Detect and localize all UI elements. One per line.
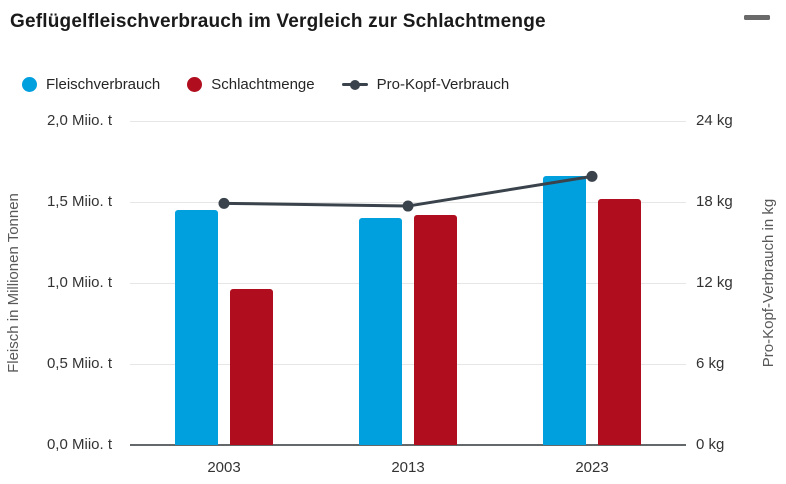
left-axis-tick-label: 1,0 Miio. t (46, 274, 112, 291)
line-marker-2023[interactable] (586, 170, 598, 182)
line-marker-2003[interactable] (218, 197, 230, 209)
chart-menu-button[interactable] (744, 15, 771, 38)
bar-schlachtmenge-2003[interactable] (230, 289, 273, 445)
legend-circle-icon (22, 77, 37, 92)
left-axis-tick-label: 0,5 Miio. t (46, 355, 112, 372)
y-gridline (130, 120, 686, 122)
right-axis-tick-label: 6 kg (696, 355, 725, 372)
bar-fleischverbrauch-2013[interactable] (359, 218, 402, 445)
right-axis-tick-label: 18 kg (696, 193, 733, 210)
x-axis-category-label: 2003 (207, 459, 241, 476)
legend-item-label: Pro-Kopf-Verbrauch (376, 76, 510, 93)
left-axis-title: Fleisch in Millionen Tonnen (5, 193, 22, 373)
chart-title: Geflügelfleischverbrauch im Vergleich zu… (10, 11, 546, 32)
legend-line-marker-icon (341, 79, 368, 90)
x-axis-category-label: 2023 (575, 459, 609, 476)
bar-schlachtmenge-2023[interactable] (598, 198, 641, 445)
legend-item-label: Schlachtmenge (211, 76, 315, 93)
legend-item-label: Fleischverbrauch (46, 76, 161, 93)
x-axis-line (130, 444, 686, 446)
right-axis-tick-label: 12 kg (696, 274, 733, 291)
legend-circle-icon (187, 77, 203, 92)
legend-item-1[interactable]: Schlachtmenge (187, 76, 315, 93)
legend-item-2[interactable]: Pro-Kopf-Verbrauch (341, 76, 510, 93)
left-axis-tick-label: 0,0 Miio. t (46, 436, 112, 453)
left-axis-tick-label: 2,0 Miio. t (46, 112, 112, 129)
bar-schlachtmenge-2013[interactable] (414, 214, 457, 445)
x-axis-category-label: 2013 (391, 459, 425, 476)
left-axis-tick-label: 1,5 Miio. t (46, 193, 112, 210)
legend: Fleischverbrauch Schlachtmenge Pro-Kopf-Ve… (22, 76, 509, 93)
bar-fleischverbrauch-2003[interactable] (175, 210, 218, 445)
right-axis-tick-label: 0 kg (696, 436, 725, 453)
legend-item-0[interactable]: Fleischverbrauch (22, 76, 160, 93)
bar-fleischverbrauch-2023[interactable] (543, 176, 586, 445)
right-axis-title: Pro-Kopf-Verbrauch in kg (760, 198, 777, 368)
y-gridline (130, 282, 686, 284)
right-axis-tick-label: 24 kg (696, 112, 733, 129)
y-gridline (130, 363, 686, 365)
